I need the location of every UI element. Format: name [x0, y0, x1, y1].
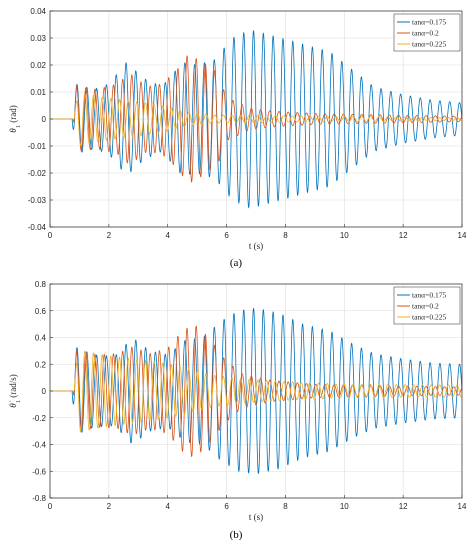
y-axis-symbol: θ — [8, 128, 18, 133]
y-axis-subscript: 1 — [15, 400, 22, 403]
x-tick-label: 2 — [107, 502, 112, 511]
y-tick-label: -0.02 — [28, 169, 47, 178]
series-line-3 — [50, 350, 462, 433]
x-tick-label: 4 — [165, 502, 170, 511]
x-tick-label: 8 — [283, 231, 288, 240]
y-axis-subscript: 1 — [15, 125, 22, 128]
x-tick-label: 12 — [399, 231, 408, 240]
x-tick-label: 6 — [224, 231, 229, 240]
y-tick-label: 0.2 — [35, 360, 47, 369]
y-tick-label: 0.8 — [35, 280, 47, 289]
series-group — [50, 29, 462, 209]
panel-caption: (a) — [230, 257, 243, 269]
y-tick-label: 0.01 — [30, 88, 46, 97]
y-axis-symbol: θ̇ — [8, 400, 18, 407]
x-tick-label: 2 — [107, 231, 112, 240]
x-tick-label: 4 — [165, 231, 170, 240]
y-axis-label: θ̇1 (rad/s) — [8, 374, 22, 407]
y-tick-label: -0.03 — [28, 196, 47, 205]
y-axis-unit: (rad/s) — [8, 374, 18, 400]
legend-label: tanα=0.2 — [412, 29, 439, 38]
y-tick-label: 0 — [42, 115, 47, 124]
chart-panel-1: 0 2 4 6 8 10 12 14 -0.04 -0.03 -0.02 -0.01 0 0.01 0.02… — [8, 7, 467, 269]
series-line-2 — [50, 55, 462, 183]
y-axis-unit: (rad) — [8, 105, 18, 125]
y-tick-label: -0.4 — [32, 441, 46, 450]
legend-label: tanα=0.175 — [412, 18, 446, 27]
legend-label: tanα=0.225 — [412, 313, 446, 322]
series-line-3 — [50, 93, 462, 146]
legend: tanα=0.175 tanα=0.2 tanα=0.225 — [393, 286, 461, 325]
y-axis-label: θ1 (rad) — [8, 105, 22, 132]
x-tick-label: 8 — [283, 502, 288, 511]
y-tick-label: 0.6 — [35, 307, 47, 316]
y-tick-label: 0.4 — [35, 334, 47, 343]
series-group — [50, 307, 462, 475]
x-tick-label: 14 — [458, 231, 467, 240]
y-tick-label: -0.8 — [32, 494, 46, 503]
y-tick-label: 0.02 — [30, 61, 46, 70]
chart-panel-2: 0 2 4 6 8 10 12 14 -0.8 -0.6 -0.4 -0.2 0 0.2 0.4 0.6 0.8… — [8, 280, 467, 541]
x-tick-label: 12 — [399, 502, 408, 511]
x-tick-label: 0 — [48, 502, 53, 511]
panel-caption: (b) — [230, 529, 243, 541]
legend-label: tanα=0.2 — [412, 302, 439, 311]
x-axis-label: t (s) — [249, 512, 263, 522]
x-tick-label: 10 — [340, 502, 349, 511]
legend-label: tanα=0.175 — [412, 291, 446, 300]
y-tick-label: 0.04 — [30, 7, 46, 16]
y-tick-label: 0 — [42, 387, 47, 396]
x-tick-label: 14 — [458, 502, 467, 511]
x-tick-label: 0 — [48, 231, 53, 240]
y-tick-label: -0.04 — [28, 223, 47, 232]
y-tick-label: -0.6 — [32, 467, 46, 476]
x-tick-label: 6 — [224, 502, 229, 511]
y-tick-label: 0.03 — [30, 34, 46, 43]
legend-label: tanα=0.225 — [412, 40, 446, 49]
legend: tanα=0.175 tanα=0.2 tanα=0.225 — [393, 13, 461, 52]
y-tick-label: -0.2 — [32, 414, 46, 423]
x-tick-label: 10 — [340, 231, 349, 240]
x-axis-label: t (s) — [249, 241, 263, 251]
y-tick-label: -0.01 — [28, 142, 47, 151]
